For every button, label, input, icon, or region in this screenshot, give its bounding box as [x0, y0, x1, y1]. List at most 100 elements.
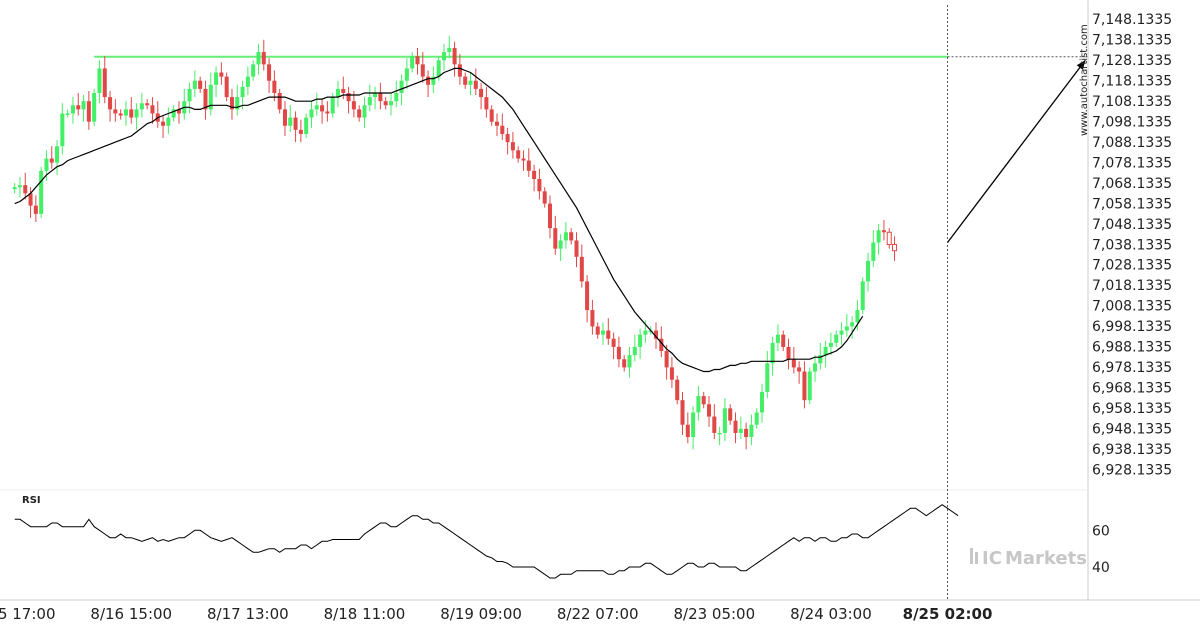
candle-body: [251, 64, 256, 77]
candle-body: [770, 342, 775, 364]
candle-body: [367, 97, 372, 106]
time-tick-label: 8/22 07:00: [557, 605, 639, 623]
candle-body: [28, 193, 33, 206]
candle-body: [261, 52, 266, 65]
candle-body: [669, 367, 674, 380]
candle-body: [881, 230, 886, 233]
candle-body: [447, 47, 452, 53]
candle-body: [240, 86, 245, 98]
logo-bar-icon: [975, 552, 978, 564]
candle-body: [187, 88, 192, 102]
candle-body: [219, 72, 224, 77]
candle-body: [81, 101, 86, 110]
price-tick-label: 7,098.1335: [1092, 114, 1172, 130]
candle-body: [744, 428, 749, 438]
price-tick-label: 6,928.1335: [1092, 463, 1172, 479]
candle-body: [23, 185, 28, 194]
candle-body: [123, 109, 128, 116]
watermark: www.autochartist.com: [1079, 24, 1090, 136]
candle-body: [537, 179, 542, 192]
candle-body: [659, 338, 664, 352]
candle-body: [728, 408, 733, 421]
candle-body: [489, 109, 494, 122]
candle-body: [351, 101, 356, 110]
candle-body: [166, 117, 171, 126]
candle-body: [653, 330, 659, 339]
price-tick-label: 6,978.1335: [1092, 360, 1172, 376]
plot-frame: [0, 0, 1200, 601]
candle-body: [325, 111, 330, 114]
candle-body: [850, 322, 855, 327]
brand-logo: IC Markets: [970, 548, 1087, 569]
candle-body: [346, 92, 351, 102]
candle-body: [691, 412, 696, 438]
price-tick-label: 6,998.1335: [1092, 319, 1172, 335]
candle-body: [436, 60, 441, 77]
price-tick-label: 7,148.1335: [1092, 12, 1172, 28]
candle-body: [685, 424, 690, 438]
candle-body: [309, 109, 314, 118]
candle-body: [44, 158, 49, 171]
candle-body: [473, 80, 478, 89]
candle-body: [145, 103, 150, 106]
candle-body: [707, 404, 712, 417]
candle-body: [876, 230, 881, 243]
candle-body: [717, 432, 722, 435]
moving-average: [14, 67, 864, 373]
candle-body: [55, 146, 60, 163]
time-tick-label: 8/23 05:00: [673, 605, 755, 623]
candle-body: [892, 244, 898, 252]
candle-body: [341, 88, 346, 93]
candle-body: [97, 68, 102, 93]
candle-body: [452, 47, 457, 65]
candle-body: [378, 92, 383, 102]
candle-body: [813, 363, 818, 372]
candle-body: [818, 355, 823, 364]
price-tick-label: 7,088.1335: [1092, 135, 1172, 151]
price-tick-label: 6,938.1335: [1092, 442, 1172, 458]
candle-body: [235, 97, 240, 110]
logo-bar-icon: [970, 548, 973, 564]
candle-body: [526, 160, 531, 171]
candles: [12, 35, 898, 450]
candle-body: [208, 84, 213, 110]
time-tick-label: 8/24 03:00: [790, 605, 872, 623]
candle-body: [357, 109, 362, 118]
candle-body: [733, 420, 738, 433]
candle-body: [823, 346, 828, 356]
candle-body: [415, 56, 420, 65]
candle-body: [134, 109, 139, 118]
candle-body: [383, 101, 388, 106]
candle-body: [293, 117, 298, 130]
candle-body: [394, 92, 399, 102]
candle-body: [176, 109, 181, 114]
candle-body: [267, 64, 272, 81]
price-tick-label: 7,118.1335: [1092, 73, 1172, 89]
candle-body: [410, 56, 415, 69]
rsi-label: RSI: [22, 495, 41, 506]
candle-body: [494, 121, 500, 126]
rsi-tick-label: 40: [1092, 560, 1110, 576]
candle-body: [839, 330, 844, 335]
candle-body: [844, 326, 849, 331]
price-tick-label: 7,068.1335: [1092, 176, 1172, 192]
candle-body: [786, 346, 791, 360]
candle-body: [86, 101, 91, 122]
candle-body: [468, 80, 473, 85]
price-tick-label: 6,948.1335: [1092, 422, 1172, 438]
forecast-arrow-line: [947, 59, 1086, 243]
candle-body: [871, 242, 876, 261]
candle-body: [510, 142, 515, 151]
candle-body: [288, 117, 293, 126]
candle-body: [542, 191, 547, 204]
candle-body: [426, 76, 431, 85]
time-tick-label: 8/16 15:00: [90, 605, 172, 623]
candle-body: [606, 330, 611, 339]
price-tick-label: 7,038.1335: [1092, 237, 1172, 253]
brand-name: Markets: [1005, 548, 1087, 569]
price-tick-label: 6,968.1335: [1092, 381, 1172, 397]
candle-body: [616, 346, 621, 360]
candle-body: [611, 338, 616, 347]
forecast-arrowhead-icon: [1076, 60, 1086, 70]
